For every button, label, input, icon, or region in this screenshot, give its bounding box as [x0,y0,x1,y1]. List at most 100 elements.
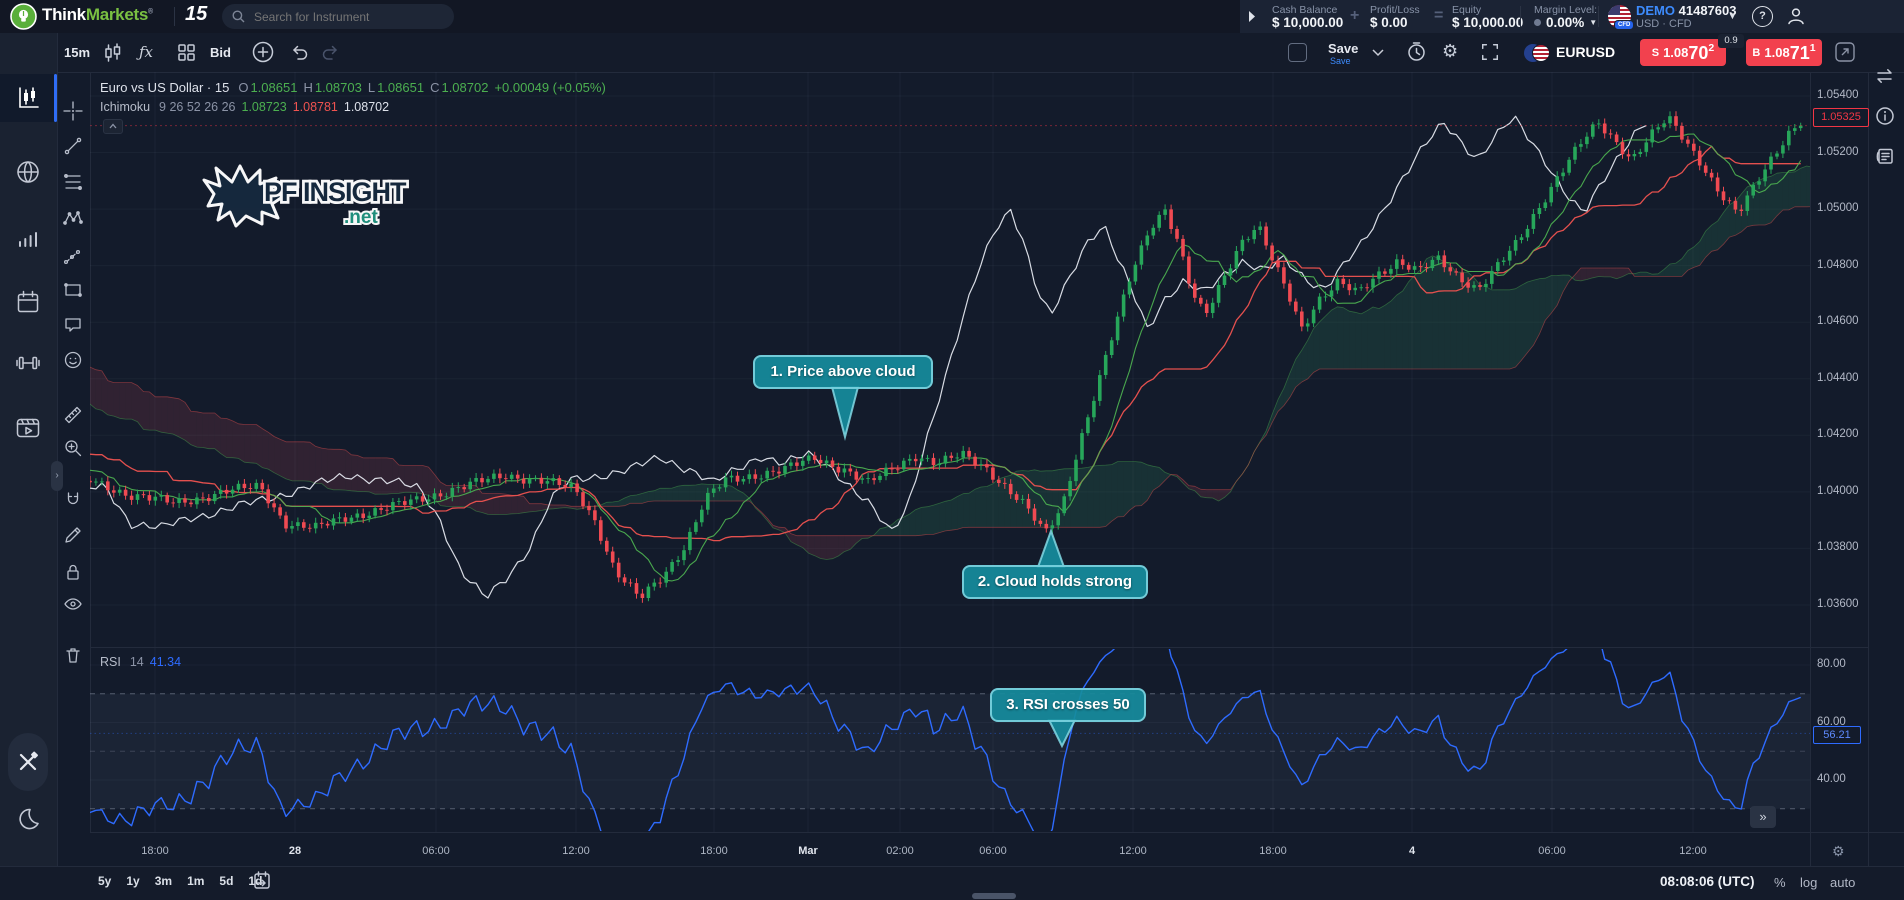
expand-account-icon[interactable] [1248,11,1256,22]
symbol-label[interactable]: EURUSD [1556,44,1616,60]
text-note-icon[interactable] [63,315,83,335]
magnet-icon[interactable] [63,490,83,510]
sidebar-item-charts[interactable] [0,74,57,122]
time-tick[interactable]: 02:00 [886,845,914,857]
trade-transfer-icon[interactable] [1875,66,1895,86]
range-button-3m[interactable]: 3m [154,874,173,888]
candle-chart-icon[interactable] [16,85,41,110]
signals-icon[interactable] [15,225,41,251]
time-tick[interactable]: 06:00 [422,845,450,857]
indicators-icon[interactable]: ƒx [139,43,154,61]
time-tick[interactable]: 28 [288,845,302,857]
time-tick[interactable]: 06:00 [979,845,1007,857]
auto-scale-button[interactable]: auto [1830,875,1856,890]
help-button[interactable]: ? [1752,6,1773,27]
trash-icon[interactable] [63,645,83,665]
save-button[interactable]: Save [1328,41,1359,56]
annotation-callout-2[interactable]: 2. Cloud holds strong [962,565,1148,599]
settings-gear-icon[interactable]: ⚙ [1442,41,1459,61]
time-tick[interactable]: 06:00 [1538,845,1566,857]
undo-icon[interactable] [291,44,309,60]
range-button-5d[interactable]: 5d [219,874,234,888]
time-tick[interactable]: Mar [798,845,818,857]
crosshair-icon[interactable] [63,101,83,121]
buy-button[interactable]: B 1.08 71 1 [1746,39,1822,66]
hide-all-icon[interactable] [63,594,83,614]
tools-toggle[interactable] [8,733,48,791]
expand-drawbar-handle[interactable]: › [51,461,63,491]
rsi-legend[interactable]: RSI 14 41.34 [100,655,187,669]
save-layout-checkbox[interactable] [1288,43,1307,62]
go-to-date-icon[interactable] [252,870,272,891]
time-tick[interactable]: 12:00 [1679,845,1707,857]
clock-utc[interactable]: 08:08:06 (UTC) [1660,874,1755,889]
drawing-mode-icon[interactable] [63,525,83,545]
save-chevron-icon[interactable] [1372,49,1384,57]
price-chart[interactable] [90,72,1810,832]
plus-circle-icon[interactable] [252,41,274,63]
sell-button[interactable]: S 1.08 70 2 [1640,39,1726,66]
news-icon[interactable] [1875,146,1895,166]
video-tutorials-icon[interactable] [15,415,41,441]
strength-meter-icon[interactable] [15,350,41,376]
account-panel: Cash Balance $ 10,000.00 + Profit/Loss $… [1240,0,1904,33]
globe-icon[interactable] [15,159,41,185]
info-icon[interactable] [1875,106,1895,126]
lock-all-icon[interactable] [63,562,83,582]
forecast-icon[interactable] [63,246,83,266]
thinkmarkets-logo-icon[interactable] [10,3,37,30]
emoji-icon[interactable] [63,350,83,370]
chart-style-icon[interactable] [102,42,123,63]
redo-icon[interactable] [321,44,339,60]
legend-part: 9 26 52 26 26 [159,100,236,114]
fib-retracement-icon[interactable] [63,172,83,192]
margin-level-value-row[interactable]: 0.00% ▼ [1534,15,1597,30]
open-in-window-icon[interactable] [1834,41,1856,63]
legend-part: 1.08723 [241,100,287,114]
time-tick[interactable]: 18:00 [1259,845,1287,857]
scroll-to-latest-button[interactable]: » [1750,806,1776,828]
account-chevron-icon[interactable]: ▼ [1728,11,1737,21]
shapes-icon[interactable] [63,280,83,300]
time-tick[interactable]: 12:00 [1119,845,1147,857]
user-icon[interactable] [1786,6,1806,26]
price-tick: 1.05000 [1817,202,1859,215]
timeframe-button[interactable]: 15m [64,45,91,60]
time-tick[interactable]: 12:00 [562,845,590,857]
countdown-clock-icon[interactable] [1406,41,1427,62]
search-box[interactable] [222,4,454,29]
time-tick[interactable]: 18:00 [141,845,169,857]
account-detail: USD · CFD [1636,18,1692,30]
percent-scale-button[interactable]: % [1774,875,1786,890]
profit-loss-value: $ 0.00 [1370,15,1408,30]
collapse-legend-button[interactable] [103,119,123,134]
horizontal-scrollbar[interactable] [972,893,1016,899]
time-axis-settings-icon[interactable]: ⚙ [1832,843,1845,859]
equity-value: $ 10,000.00 [1452,15,1524,30]
divider [1598,6,1599,27]
time-tick[interactable]: 4 [1408,845,1416,857]
range-button-1m[interactable]: 1m [187,874,205,888]
log-scale-button[interactable]: log [1800,875,1818,890]
price-axis-border [1810,72,1811,866]
time-tick[interactable]: 18:00 [700,845,728,857]
xabcd-pattern-icon[interactable] [63,208,83,228]
tools-icon [19,751,38,771]
fullscreen-icon[interactable] [1480,42,1500,62]
calendar-icon[interactable] [15,289,41,315]
range-button-5y[interactable]: 5y [98,874,112,888]
range-button-1y[interactable]: 1y [126,874,140,888]
ichimoku-legend[interactable]: Ichimoku 9 26 52 26 26 1.08723 1.08781 1.087… [100,100,395,114]
zoom-in-icon[interactable] [63,438,83,458]
trendline-icon[interactable] [63,136,83,156]
sell-price-sup: 2 [1708,42,1715,54]
dark-mode-moon-icon[interactable] [16,807,40,831]
brand[interactable]: ThinkMarkets® [42,5,153,25]
pane-divider[interactable] [90,647,1868,648]
layout-grid-icon[interactable] [176,42,197,63]
annotation-callout-3[interactable]: 3. RSI crosses 50 [990,688,1146,722]
bid-ask-toggle[interactable]: Bid [210,45,231,60]
annotation-callout-1[interactable]: 1. Price above cloud [753,355,933,389]
search-input[interactable] [252,8,436,25]
ruler-icon[interactable] [63,405,83,425]
